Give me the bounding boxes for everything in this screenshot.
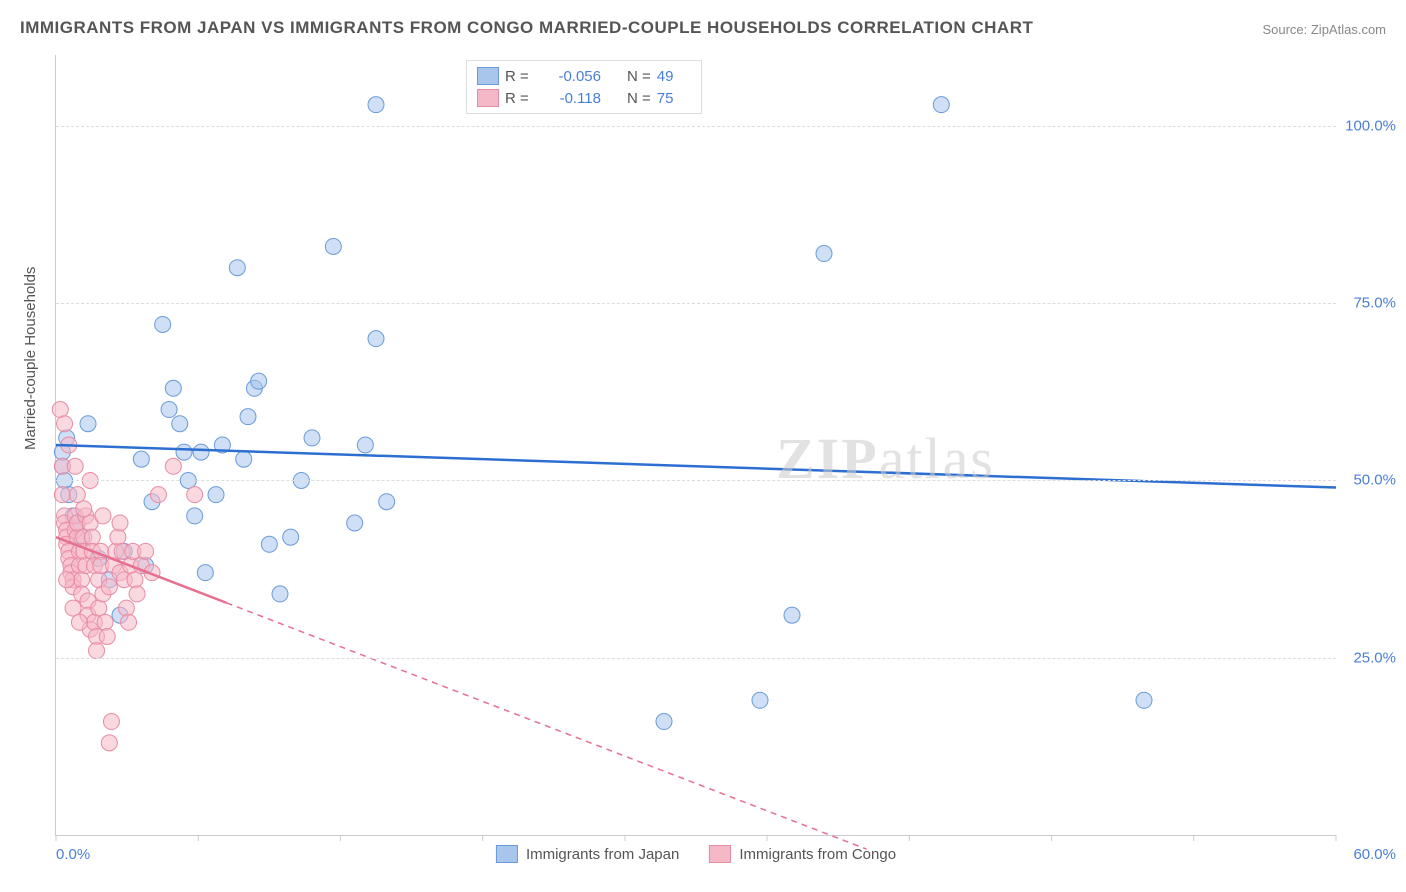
y-tick-label: 100.0%: [1345, 117, 1396, 134]
y-tick-label: 25.0%: [1353, 649, 1396, 666]
data-point: [89, 643, 105, 659]
data-point: [240, 409, 256, 425]
data-point: [97, 614, 113, 630]
data-point: [251, 373, 267, 389]
data-point: [95, 508, 111, 524]
data-point: [133, 451, 149, 467]
legend-label-congo: Immigrants from Congo: [739, 846, 896, 863]
watermark: ZIPatlas: [776, 425, 995, 492]
data-point: [101, 735, 117, 751]
legend-r-label: R =: [505, 90, 535, 107]
y-tick-label: 50.0%: [1353, 472, 1396, 489]
data-point: [65, 600, 81, 616]
data-point: [1136, 692, 1152, 708]
data-point: [150, 487, 166, 503]
legend-swatch-japan: [496, 845, 518, 863]
data-point: [325, 238, 341, 254]
data-point: [99, 628, 115, 644]
data-point: [101, 579, 117, 595]
data-point: [103, 714, 119, 730]
data-point: [272, 586, 288, 602]
data-point: [67, 458, 83, 474]
data-point: [69, 487, 85, 503]
data-point: [187, 487, 203, 503]
source-label: Source: ZipAtlas.com: [1262, 22, 1386, 37]
data-point: [172, 416, 188, 432]
data-point: [76, 501, 92, 517]
data-point: [933, 97, 949, 113]
data-point: [304, 430, 320, 446]
legend-row: R = -0.056 N = 49: [477, 65, 687, 87]
data-point: [161, 402, 177, 418]
data-point: [752, 692, 768, 708]
legend-n-label: N =: [627, 68, 651, 85]
legend-item-japan: Immigrants from Japan: [496, 845, 679, 863]
data-point: [74, 572, 90, 588]
data-point: [84, 529, 100, 545]
data-point: [357, 437, 373, 453]
data-point: [187, 508, 203, 524]
trend-line-dashed: [227, 603, 867, 849]
data-point: [121, 614, 137, 630]
data-point: [656, 714, 672, 730]
legend-n-value-japan: 49: [657, 68, 687, 85]
legend-swatch-congo: [477, 89, 499, 107]
legend-label-japan: Immigrants from Japan: [526, 846, 679, 863]
data-point: [80, 416, 96, 432]
legend-r-label: R =: [505, 68, 535, 85]
legend-row: R = -0.118 N = 75: [477, 87, 687, 109]
x-tick-right: 60.0%: [1353, 846, 1396, 863]
data-point: [91, 600, 107, 616]
data-point: [193, 444, 209, 460]
data-point: [54, 487, 70, 503]
legend-swatch-congo: [709, 845, 731, 863]
chart-title: IMMIGRANTS FROM JAPAN VS IMMIGRANTS FROM…: [20, 18, 1033, 38]
data-point: [784, 607, 800, 623]
x-tick-left: 0.0%: [56, 846, 90, 863]
data-point: [261, 536, 277, 552]
data-point: [118, 600, 134, 616]
data-point: [129, 586, 145, 602]
legend-n-value-congo: 75: [657, 90, 687, 107]
data-point: [57, 416, 73, 432]
data-point: [368, 97, 384, 113]
data-point: [208, 487, 224, 503]
series-legend: Immigrants from Japan Immigrants from Co…: [496, 845, 896, 863]
data-point: [347, 515, 363, 531]
legend-n-label: N =: [627, 90, 651, 107]
data-point: [59, 572, 75, 588]
data-point: [236, 451, 252, 467]
data-point: [110, 529, 126, 545]
chart-svg: [56, 55, 1336, 835]
legend-r-value-congo: -0.118: [541, 90, 601, 107]
legend-item-congo: Immigrants from Congo: [709, 845, 896, 863]
data-point: [155, 316, 171, 332]
data-point: [138, 543, 154, 559]
data-point: [127, 572, 143, 588]
data-point: [176, 444, 192, 460]
legend-r-value-japan: -0.056: [541, 68, 601, 85]
chart-plot-area: R = -0.056 N = 49 R = -0.118 N = 75 ZIPa…: [55, 55, 1336, 836]
data-point: [71, 614, 87, 630]
data-point: [165, 380, 181, 396]
data-point: [379, 494, 395, 510]
legend-swatch-japan: [477, 67, 499, 85]
data-point: [52, 402, 68, 418]
data-point: [229, 260, 245, 276]
y-axis-label: Married-couple Households: [22, 267, 39, 450]
y-tick-label: 75.0%: [1353, 295, 1396, 312]
data-point: [816, 246, 832, 262]
data-point: [165, 458, 181, 474]
data-point: [283, 529, 299, 545]
data-point: [368, 331, 384, 347]
data-point: [112, 515, 128, 531]
data-point: [197, 565, 213, 581]
stats-legend: R = -0.056 N = 49 R = -0.118 N = 75: [466, 60, 702, 114]
